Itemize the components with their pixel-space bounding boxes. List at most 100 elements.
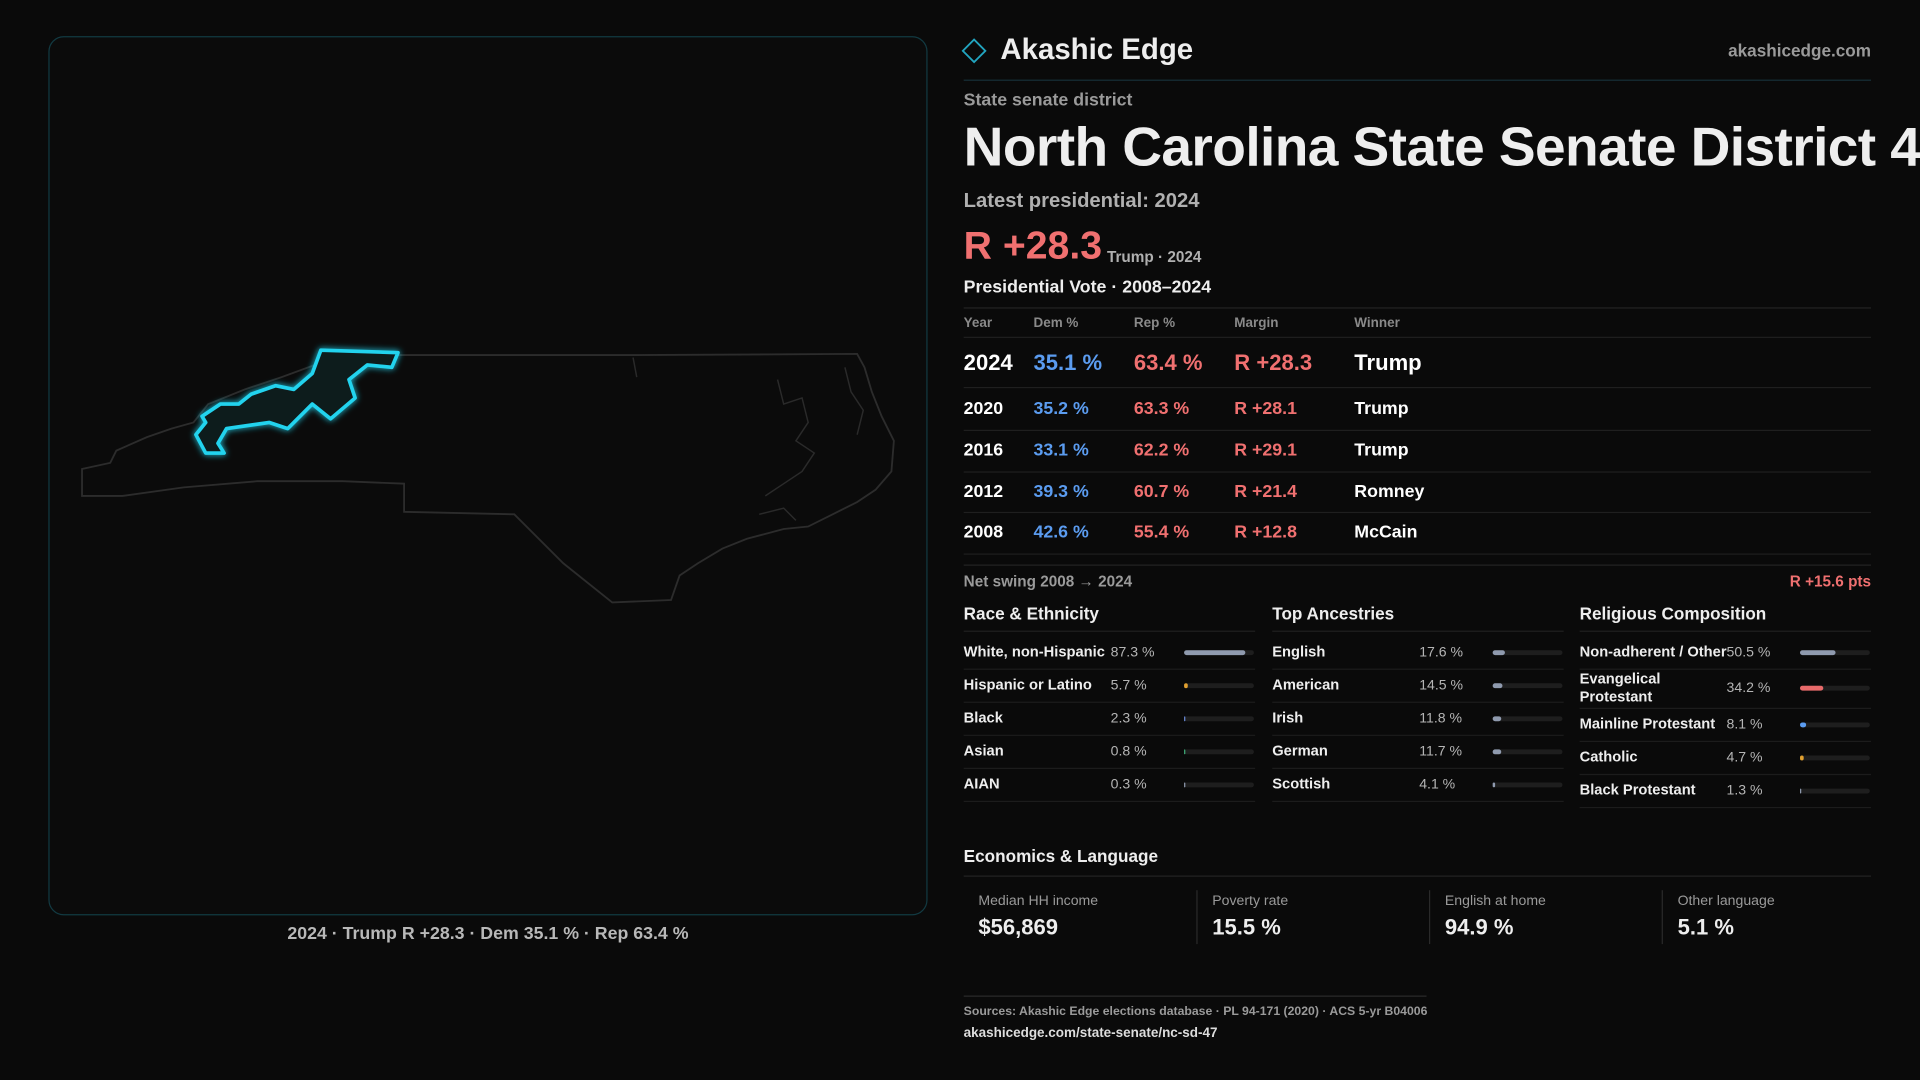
divider (963, 79, 1872, 81)
bar (1800, 721, 1806, 727)
table-cell: Trump (1354, 399, 1409, 419)
map-caption: 2024 · Trump R +28.3 · Dem 35.1 % · Rep … (287, 924, 689, 945)
column-header: Dem % (1033, 315, 1079, 331)
stat-value: 4.7 % (1726, 750, 1763, 765)
stat-card: Median HH income $56,869 (964, 890, 1197, 944)
card-label: Poverty rate (1212, 893, 1289, 909)
stat-row: English 17.6 % (1272, 637, 1564, 670)
bar (1800, 754, 1804, 760)
table-cell: McCain (1354, 522, 1418, 543)
stat-value: 8.1 % (1726, 716, 1763, 732)
table-row: 2012 39.3 % 60.7 % R +21.4 Romney (963, 471, 1872, 514)
bar-track (1800, 787, 1870, 793)
bar-track (1184, 781, 1254, 787)
stat-row: Scottish 4.1 % (1272, 769, 1564, 803)
latest-label: Latest presidential: 2024 (963, 189, 1200, 212)
table-cell: 33.1 % (1033, 440, 1089, 461)
column-header: Margin (1234, 315, 1279, 331)
divider (963, 564, 1872, 566)
latest-margin: R +28.3 (963, 222, 1103, 267)
table-row: 2008 42.6 % 55.4 % R +12.8 McCain (963, 512, 1872, 555)
section-title: Top Ancestries (1272, 604, 1564, 632)
stat-label: Mainline Protestant (1579, 715, 1716, 733)
bar-track (1492, 781, 1563, 787)
stat-row: AIAN 0.3 % (963, 769, 1256, 803)
stat-label: Scottish (1272, 775, 1331, 793)
stat-label: American (1272, 675, 1340, 694)
stat-card: Poverty rate 15.5 % (1196, 890, 1430, 945)
stat-row: Irish 11.8 % (1272, 703, 1564, 736)
bar (1184, 682, 1189, 688)
stat-row: Non-adherent / Other 50.5 % (1579, 637, 1872, 670)
table-cell: R +12.8 (1234, 522, 1297, 543)
stat-row: Hispanic or Latino 5.7 % (963, 670, 1256, 703)
stat-row: Asian 0.8 % (963, 736, 1256, 769)
bar-track (1800, 685, 1870, 691)
bar-track (1800, 649, 1870, 655)
table-cell: 35.2 % (1033, 399, 1089, 419)
stat-value: 0.8 % (1110, 743, 1147, 759)
stat-label: Hispanic or Latino (963, 675, 1092, 694)
stat-label: English (1272, 642, 1326, 661)
table-cell: 35.1 % (1033, 349, 1103, 375)
bar-track (1492, 715, 1563, 721)
coastline (632, 357, 865, 521)
bar-track (1184, 682, 1254, 688)
bar (1492, 649, 1505, 655)
section-title: Religious Composition (1579, 604, 1872, 632)
table-cell: R +28.3 (1234, 349, 1313, 375)
race-section: Race & Ethnicity White, non-Hispanic 87.3 … (963, 604, 1256, 803)
card-label: Median HH income (978, 893, 1099, 909)
stat-value: 14.5 % (1419, 677, 1464, 693)
stat-value: 0.3 % (1110, 776, 1147, 792)
table-cell: 55.4 % (1133, 522, 1190, 543)
stat-label: German (1272, 742, 1328, 760)
stat-label: Catholic (1579, 748, 1638, 766)
stat-row: German 11.7 % (1272, 736, 1564, 769)
stat-label: AIAN (963, 775, 1000, 793)
economics-title: Economics & Language (963, 846, 1159, 866)
map-panel (48, 36, 928, 916)
stat-value: 87.3 % (1110, 644, 1155, 660)
swing-value: R +15.6 pts (1789, 573, 1872, 591)
bar (1184, 649, 1246, 655)
table-cell: 39.3 % (1033, 481, 1089, 502)
bar (1492, 682, 1503, 688)
table-cell: 2020 (963, 399, 1004, 419)
district-kind: State senate district (963, 90, 1133, 111)
table-cell: Romney (1354, 481, 1425, 502)
table-row: 2016 33.1 % 62.2 % R +29.1 Trump (963, 430, 1872, 473)
bar (1800, 649, 1836, 655)
bar (1800, 685, 1824, 691)
table-cell: R +21.4 (1234, 481, 1297, 502)
stat-label: Non-adherent / Other (1579, 642, 1727, 661)
stat-value: 11.7 % (1419, 743, 1462, 759)
table-row: 2024 35.1 % 63.4 % R +28.3 Trump (963, 338, 1872, 389)
latest-note: Trump · 2024 (1106, 248, 1202, 266)
card-value: 94.9 % (1444, 914, 1514, 940)
bar (1492, 715, 1501, 721)
table-cell: 2008 (963, 522, 1004, 543)
bar (1492, 748, 1501, 754)
table-title: Presidential Vote · 2008–2024 (963, 277, 1212, 298)
state-outline (81, 352, 895, 604)
table-header: Year Dem % Rep % Margin Winner (963, 309, 1872, 338)
stat-label: Black Protestant (1579, 781, 1696, 799)
stat-label: Irish (1272, 708, 1304, 727)
site[interactable]: akashicedge.com (1728, 40, 1872, 61)
divider (963, 307, 1872, 309)
bar-track (1492, 748, 1563, 754)
section-title: Race & Ethnicity (963, 604, 1256, 632)
bar (1492, 781, 1496, 787)
stat-row: White, non-Hispanic 87.3 % (963, 637, 1256, 670)
card-label: English at home (1444, 893, 1546, 909)
page-url[interactable]: akashicedge.com/state-senate/nc-sd-47 (963, 1026, 1218, 1041)
stat-label: Evangelical Protestant (1579, 669, 1661, 706)
brand: Akashic Edge (1000, 33, 1194, 67)
religion-section: Religious Composition Non-adherent / Othe… (1579, 604, 1872, 809)
column-header: Rep % (1133, 315, 1176, 331)
stat-row: Black Protestant 1.3 % (1579, 775, 1872, 809)
table-cell: 2012 (963, 481, 1004, 502)
